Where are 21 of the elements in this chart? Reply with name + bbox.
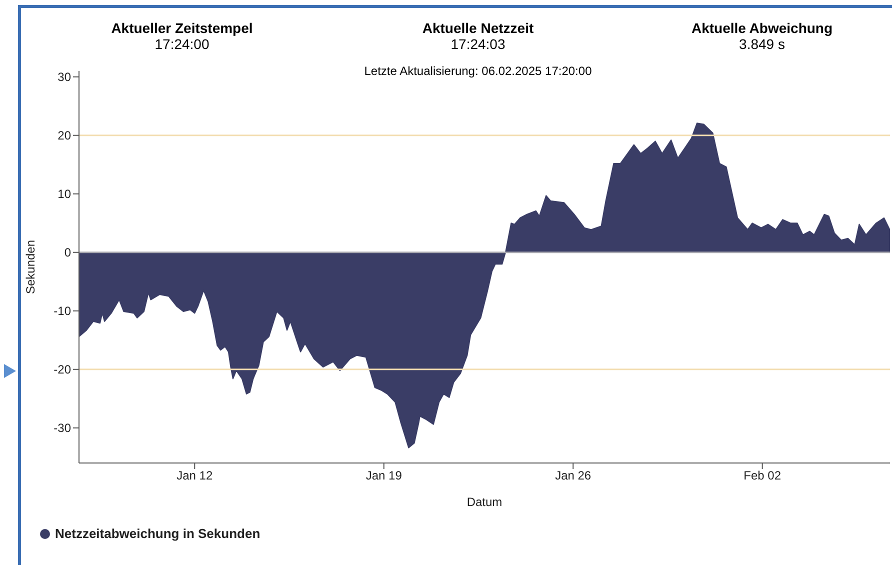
x-axis-title: Datum bbox=[466, 495, 502, 509]
text: Aktueller Zeitstempel bbox=[110, 20, 254, 36]
chart-subtitle: Letzte Aktualisierung: 06.02.2025 17:20:00 bbox=[363, 64, 593, 78]
text: Aktuelle Netzzeit bbox=[421, 20, 535, 36]
text: 3.849 s bbox=[738, 36, 786, 52]
y-tick-label: 30 bbox=[58, 70, 72, 84]
x-tick-label: Jan 26 bbox=[555, 468, 592, 483]
y-axis-title: Sekunden bbox=[23, 240, 38, 294]
text: 17:24:00 bbox=[154, 36, 210, 52]
text: Aktuelle Abweichung bbox=[690, 20, 834, 36]
y-tick-label: 20 bbox=[58, 128, 72, 143]
x-tick-label: Feb 02 bbox=[744, 468, 782, 483]
y-tick-label: -20 bbox=[54, 362, 72, 377]
y-tick-label: 10 bbox=[58, 187, 72, 202]
x-tick-label: Jan 12 bbox=[176, 468, 213, 483]
legend-label: Netzzeitabweichung in Sekunden bbox=[55, 526, 260, 541]
y-tick-label: -10 bbox=[54, 304, 72, 318]
y-tick-label: -30 bbox=[54, 421, 72, 436]
x-tick-label: Jan 19 bbox=[366, 468, 402, 483]
text: 17:24:03 bbox=[450, 36, 506, 52]
y-tick-label: 0 bbox=[64, 246, 72, 260]
